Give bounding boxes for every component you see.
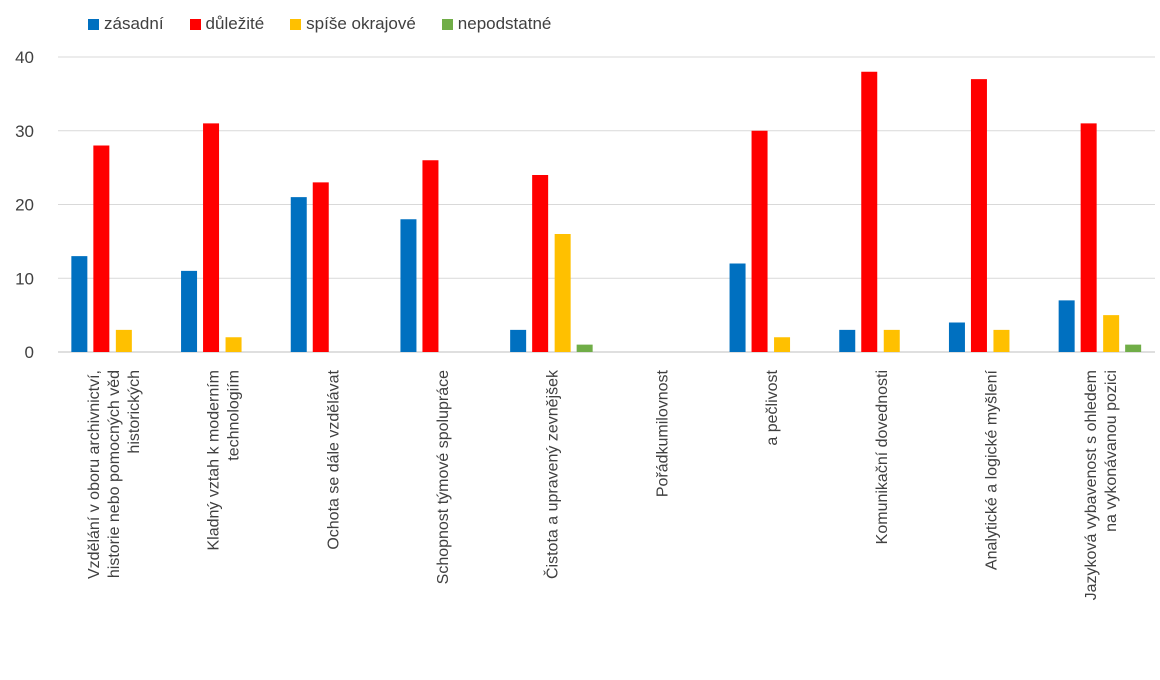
bar (400, 219, 417, 352)
legend-swatch (88, 18, 99, 30)
bar (948, 322, 965, 352)
bar (1125, 344, 1142, 352)
y-tick-label: 30 (15, 122, 34, 141)
bar (203, 123, 220, 352)
bar (225, 337, 242, 352)
x-tick-label: Čistota a upravený zevnějšek (543, 369, 562, 579)
bar (839, 329, 856, 352)
legend-label: nepodstatné (457, 14, 552, 33)
bar (422, 160, 439, 352)
legend-item-nepodstatne: nepodstatné (441, 14, 552, 34)
x-tick-label: Ochota se dále vzdělávat (325, 369, 342, 549)
x-tick-label: Pořádkumilovnost (654, 369, 671, 497)
y-tick-label: 10 (15, 269, 34, 288)
bar (729, 263, 746, 352)
x-tick-label: na vykonávanou pozici (1103, 370, 1120, 532)
bar (774, 337, 791, 352)
bar (993, 329, 1010, 352)
bar (861, 71, 878, 352)
bar (1080, 123, 1097, 352)
x-tick-label: Vzdělání v oboru archivnictví, (86, 370, 103, 579)
x-tick-label: Kladný vztah k moderním (206, 370, 223, 551)
legend-label: spíše okrajové (306, 14, 416, 33)
x-tick-label: historie nebo pomocných věd (106, 370, 123, 578)
legend-label: důležité (205, 14, 265, 33)
bar (510, 329, 527, 352)
bar (290, 197, 307, 352)
legend-label: zásadní (104, 14, 164, 33)
bar (751, 130, 768, 352)
bar (1058, 300, 1075, 352)
bar (181, 270, 198, 352)
legend-item-spise-okrajove: spíše okrajové (290, 14, 416, 34)
bar (554, 234, 571, 352)
bar (1103, 315, 1120, 352)
chart-legend: zásadní důležité spíše okrajové nepodsta… (88, 14, 551, 34)
bar (115, 329, 132, 352)
bar (576, 344, 593, 352)
legend-swatch (441, 18, 453, 30)
y-tick-label: 0 (25, 343, 34, 362)
legend-swatch (189, 18, 201, 30)
bar (312, 182, 329, 352)
y-tick-label: 20 (15, 196, 34, 215)
x-tick-label: Analytické a logické myšlení (983, 369, 1000, 570)
y-tick-label: 40 (15, 48, 34, 67)
x-tick-label: Schopnost týmové spolupráce (435, 370, 452, 584)
x-tick-label: Komunikační dovednosti (874, 370, 891, 544)
bar (532, 175, 549, 352)
legend-item-dulezite: důležité (189, 14, 265, 34)
x-tick-label: historických (126, 370, 143, 454)
x-tick-label: a pečlivost (764, 369, 781, 445)
bar (93, 145, 110, 352)
legend-swatch (290, 18, 302, 30)
bar (71, 256, 88, 352)
x-tick-label: Jazyková vybavenost s ohledem (1083, 370, 1100, 600)
legend-item-zasadni: zásadní (88, 14, 164, 34)
bar (883, 329, 900, 352)
bar (970, 79, 987, 352)
x-tick-label: technologiím (226, 370, 243, 461)
